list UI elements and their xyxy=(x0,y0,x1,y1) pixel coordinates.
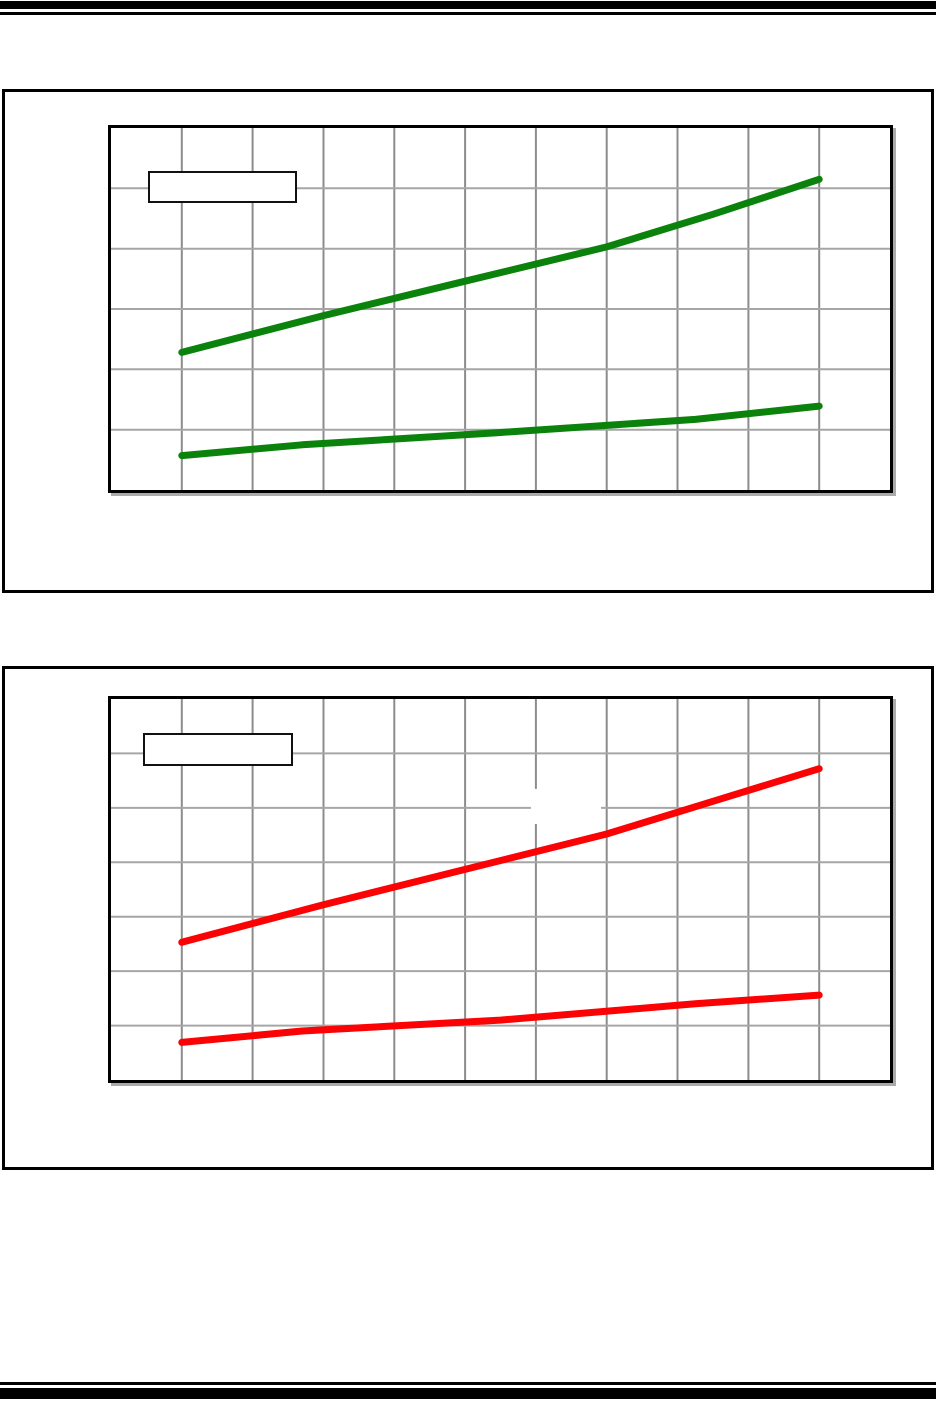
figure-frame-top xyxy=(2,89,934,593)
chart-plot-red xyxy=(108,696,893,1083)
chart-canvas-red xyxy=(111,699,890,1080)
figure-frame-bottom xyxy=(2,666,934,1170)
whiteout-patch xyxy=(530,788,601,824)
series-line-red-upper xyxy=(178,765,823,946)
page-top-thin-rule xyxy=(0,12,936,15)
series-line-green-upper xyxy=(178,175,823,356)
legend-box-red xyxy=(143,733,293,766)
series-line-green-lower xyxy=(178,402,823,460)
page-bottom-thin-rule xyxy=(0,1382,936,1385)
series-line-red-lower xyxy=(178,991,823,1046)
page-top-thick-rule xyxy=(0,1,936,9)
chart-plot-green xyxy=(108,125,893,493)
legend-box-green xyxy=(148,171,297,203)
page-bottom-thick-rule xyxy=(0,1388,936,1399)
